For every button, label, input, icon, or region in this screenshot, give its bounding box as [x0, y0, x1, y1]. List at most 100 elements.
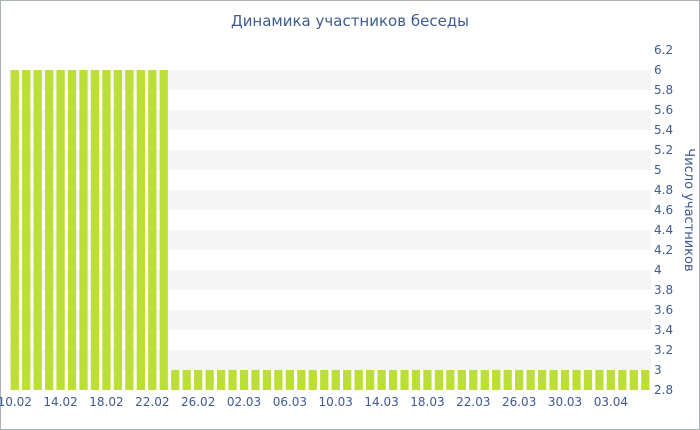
- bar: [90, 70, 100, 390]
- bar: [629, 370, 638, 390]
- y-tick-label: 3.6: [654, 303, 673, 317]
- x-tick-label: 06.03: [273, 395, 307, 409]
- y-tick-label: 3.8: [654, 283, 673, 297]
- bar: [56, 70, 65, 390]
- bar: [469, 370, 478, 390]
- bar: [22, 70, 31, 390]
- x-axis: 10.02 14.02 18.02 22.02 26.02 02.03 06.03 10.03…: [0, 395, 628, 409]
- x-tick-label: 26.02: [181, 395, 215, 409]
- bar: [537, 370, 547, 390]
- grid-band: [9, 110, 651, 130]
- bar: [503, 370, 512, 390]
- bar: [480, 370, 489, 390]
- y-tick-label: 3.4: [654, 323, 673, 337]
- bar: [606, 370, 616, 390]
- y-tick-label: 5: [654, 163, 662, 177]
- bar: [320, 370, 329, 390]
- y-tick-label: 4.4: [654, 223, 673, 237]
- y-tick-label: 5.4: [654, 123, 673, 137]
- bar: [262, 370, 272, 390]
- bar: [10, 70, 19, 390]
- y-axis: 2.8 3 3.2 3.4 3.6 3.8 4 4.2 4.4 4.6 4.8 5 5.2 5.4 5.6 5…: [654, 43, 673, 397]
- x-tick-label: 30.03: [548, 395, 582, 409]
- x-tick-label: 18.02: [89, 395, 123, 409]
- grid-band: [9, 310, 651, 330]
- bar: [285, 370, 295, 390]
- bar: [434, 370, 444, 390]
- x-tick-label: 03.04: [594, 395, 628, 409]
- bar: [595, 370, 604, 390]
- bar: [492, 370, 501, 390]
- bar: [411, 370, 421, 390]
- y-tick-label: 4.8: [654, 183, 673, 197]
- bar: [79, 70, 88, 390]
- bar-series: [10, 70, 650, 390]
- y-tick-label: 6.2: [654, 43, 673, 57]
- y-tick-label: 5.2: [654, 143, 673, 157]
- y-tick-label: 6: [654, 63, 662, 77]
- x-tick-label: 10.03: [319, 395, 353, 409]
- y-axis-title: Число участников: [681, 148, 696, 271]
- x-tick-label: 22.03: [456, 395, 490, 409]
- y-tick-label: 3.2: [654, 343, 673, 357]
- bar: [526, 370, 535, 390]
- bar: [515, 370, 524, 390]
- bar: [446, 370, 455, 390]
- x-tick-label: 26.03: [502, 395, 536, 409]
- bar: [171, 370, 180, 390]
- x-tick-label: 14.03: [364, 395, 398, 409]
- bar: [400, 370, 409, 390]
- bar: [354, 370, 363, 390]
- bar: [583, 370, 593, 390]
- bar: [102, 70, 111, 390]
- bar: [194, 370, 203, 390]
- bar: [182, 370, 191, 390]
- bar: [549, 370, 558, 390]
- y-tick-label: 4.6: [654, 203, 673, 217]
- bar: [618, 370, 627, 390]
- y-tick-label: 4.2: [654, 243, 673, 257]
- bar: [148, 70, 157, 390]
- grid-band: [9, 230, 651, 250]
- x-tick-label: 10.02: [0, 395, 32, 409]
- bar: [308, 370, 317, 390]
- bar: [572, 370, 581, 390]
- bar: [33, 70, 42, 390]
- bar: [560, 370, 570, 390]
- chart-title: Динамика участников беседы: [230, 12, 470, 30]
- grid-band: [9, 70, 651, 90]
- x-tick-label: 18.03: [410, 395, 444, 409]
- bar: [641, 370, 650, 390]
- grid-band: [9, 190, 651, 210]
- bar: [239, 370, 249, 390]
- x-tick-label: 02.03: [227, 395, 261, 409]
- bar: [377, 370, 386, 390]
- bar: [228, 370, 237, 390]
- bar: [457, 370, 466, 390]
- grid-band: [9, 350, 651, 370]
- grid-bands: [9, 70, 651, 370]
- y-tick-label: 3: [654, 363, 662, 377]
- grid-band: [9, 150, 651, 170]
- bar: [274, 370, 283, 390]
- bar: [125, 70, 134, 390]
- bar: [159, 70, 168, 390]
- bar: [423, 370, 432, 390]
- grid-band: [9, 270, 651, 290]
- x-tick-label: 14.02: [43, 395, 77, 409]
- bar: [216, 370, 226, 390]
- x-tick-label: 22.02: [135, 395, 169, 409]
- bar: [365, 370, 375, 390]
- bar: [67, 70, 77, 390]
- bar: [388, 370, 398, 390]
- bar: [44, 70, 54, 390]
- y-tick-label: 4: [654, 263, 662, 277]
- y-tick-label: 5.6: [654, 103, 673, 117]
- y-tick-label: 5.8: [654, 83, 673, 97]
- bar: [205, 370, 214, 390]
- bar: [113, 70, 123, 390]
- bar: [331, 370, 340, 390]
- bar: [251, 370, 260, 390]
- bar: [136, 70, 145, 390]
